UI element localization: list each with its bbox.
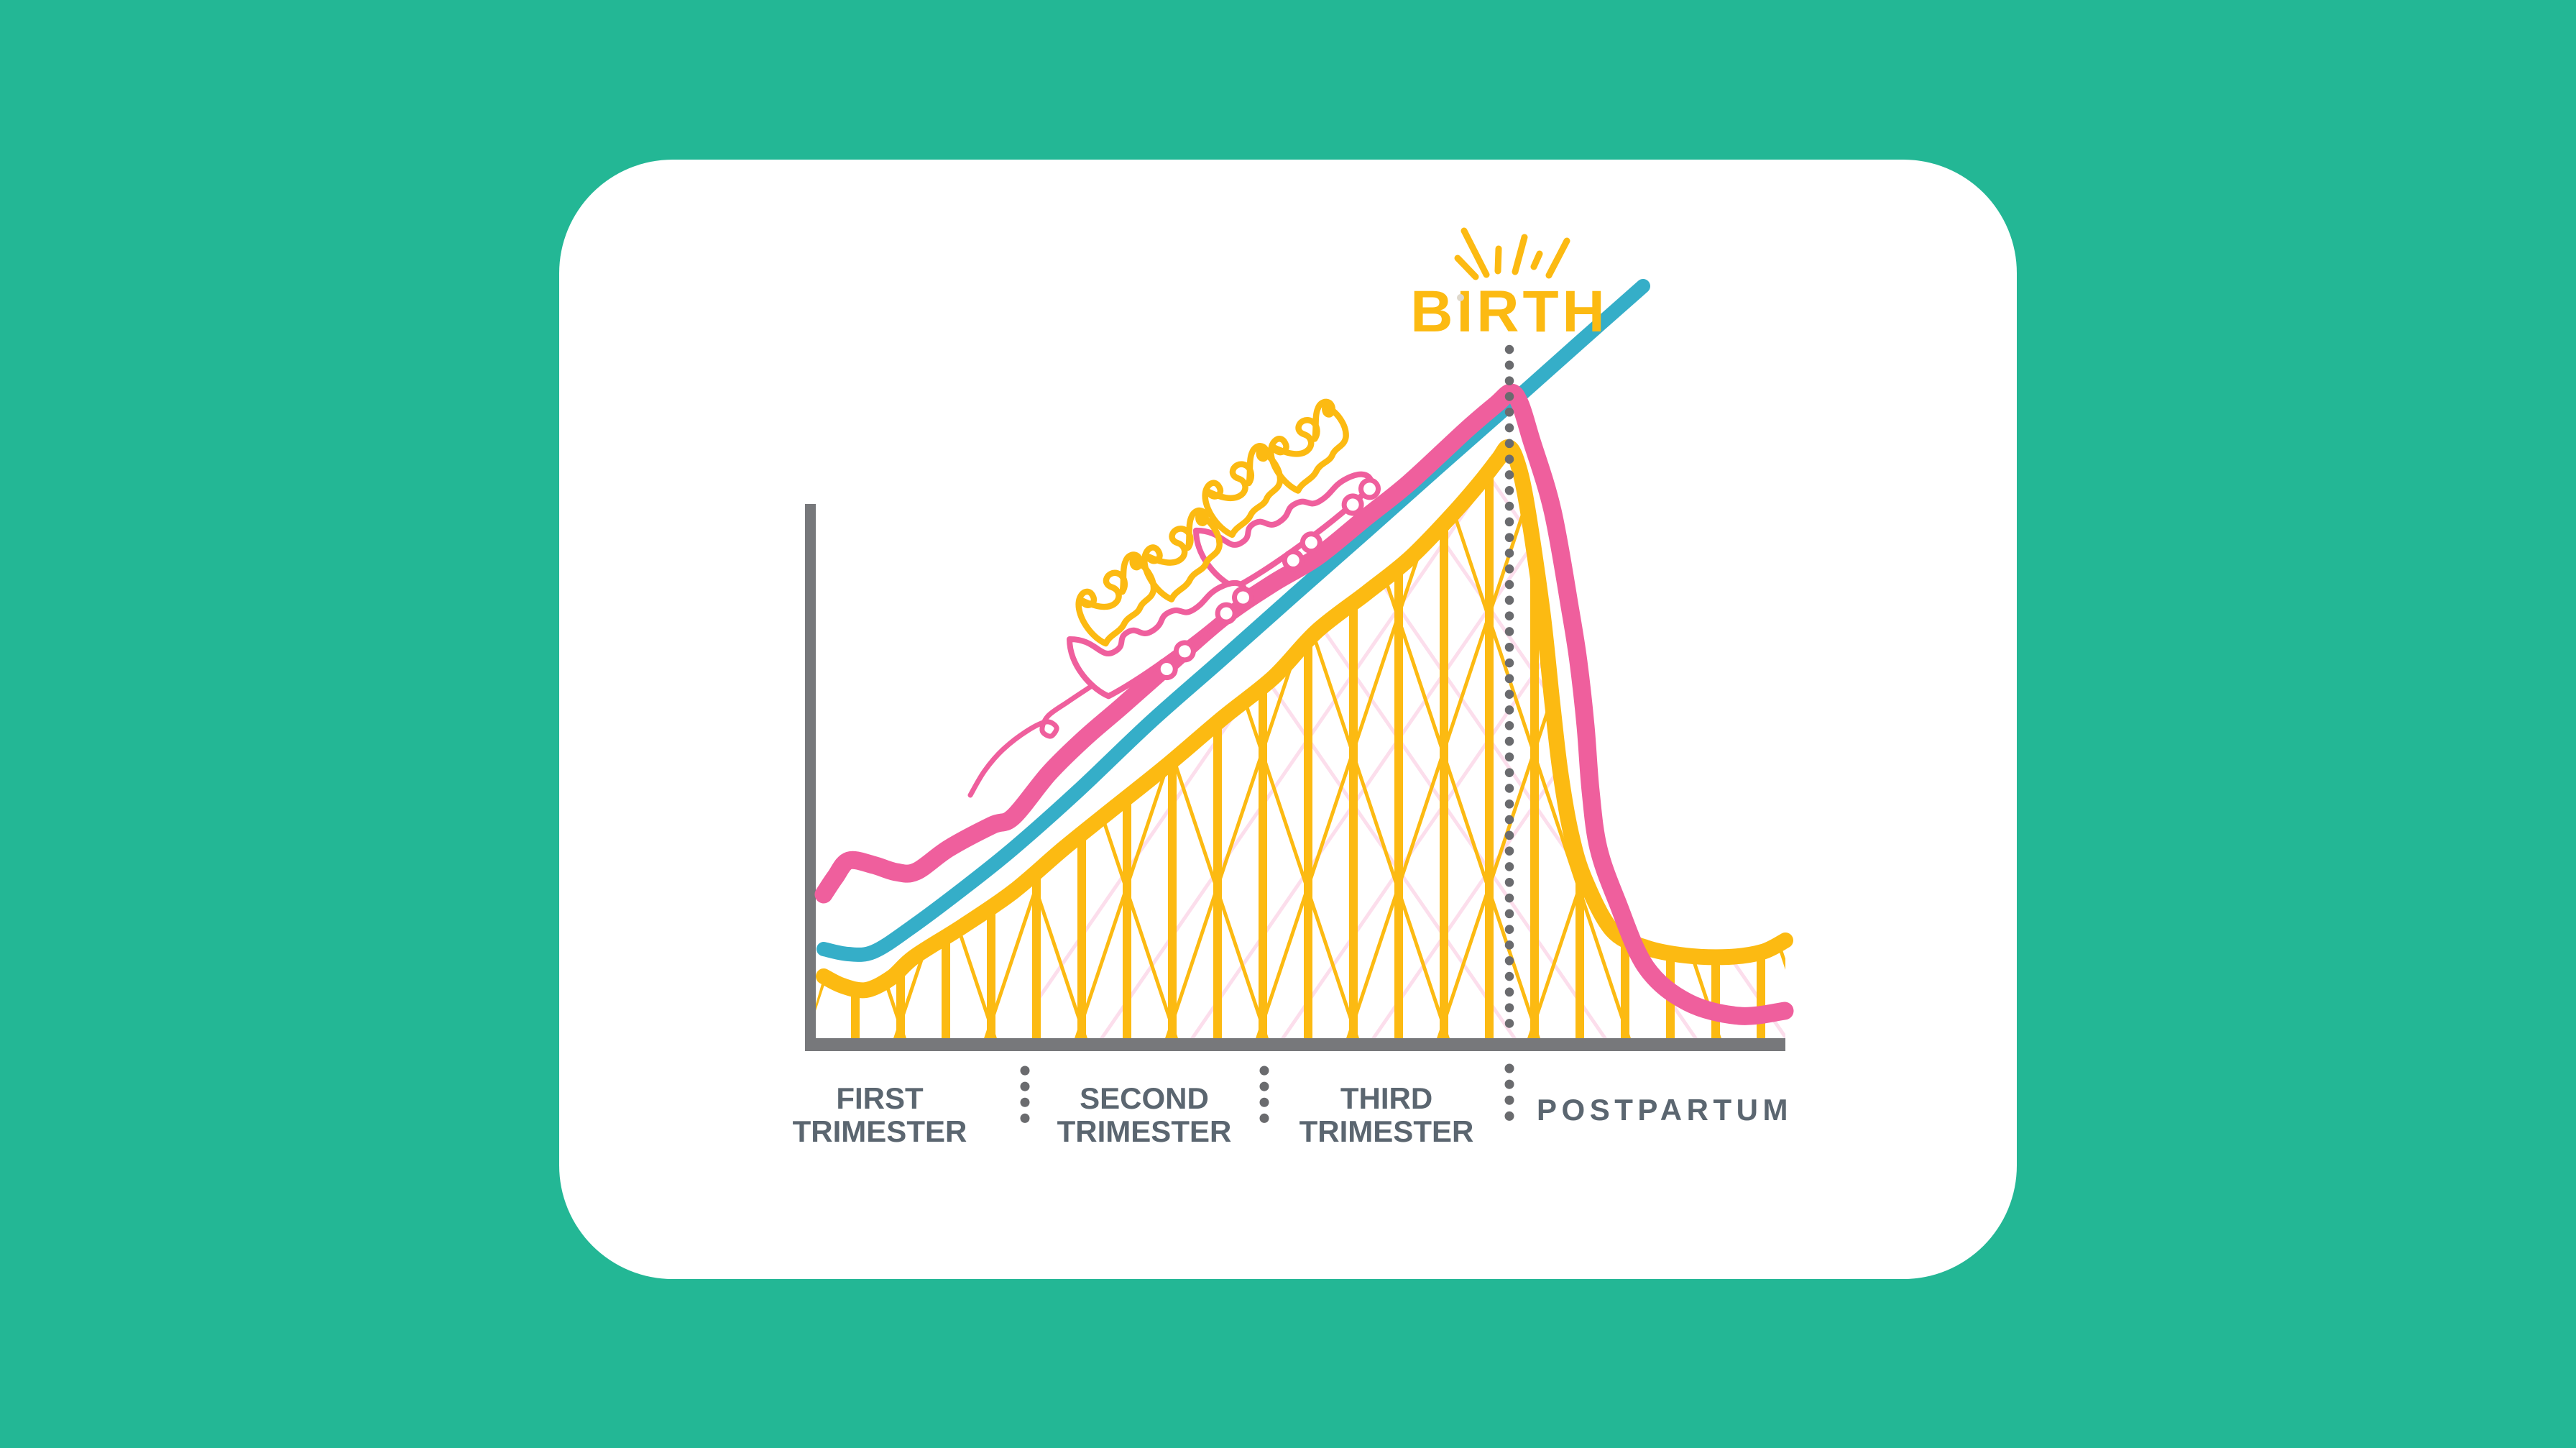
- svg-text:TRIMESTER: TRIMESTER: [793, 1114, 967, 1148]
- svg-text:POSTPARTUM: POSTPARTUM: [1537, 1093, 1793, 1127]
- svg-text:TRIMESTER: TRIMESTER: [1057, 1114, 1232, 1148]
- svg-text:BIRTH: BIRTH: [1410, 279, 1609, 344]
- svg-text:TRIMESTER: TRIMESTER: [1300, 1114, 1474, 1148]
- svg-text:SECOND: SECOND: [1080, 1081, 1209, 1115]
- svg-text:THIRD: THIRD: [1340, 1081, 1432, 1115]
- svg-text:FIRST: FIRST: [836, 1081, 924, 1115]
